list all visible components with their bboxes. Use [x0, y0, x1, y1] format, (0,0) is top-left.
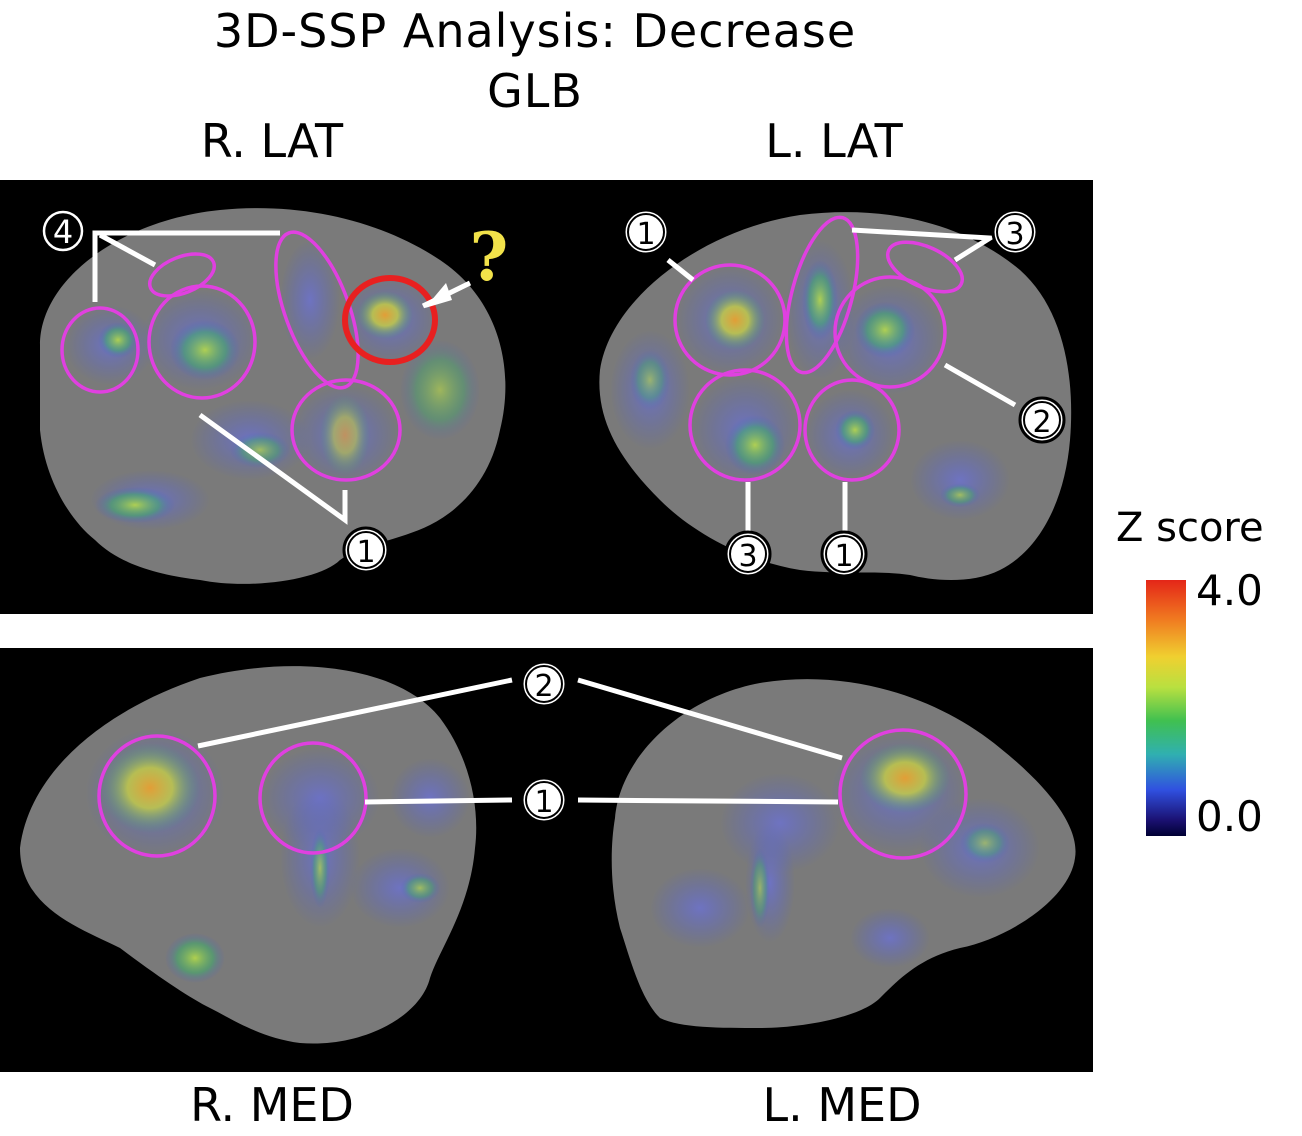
l-med-roi-a	[838, 728, 968, 860]
medial-leader-lines	[197, 677, 843, 805]
label-r-lat: R. LAT	[200, 114, 344, 168]
svg-text:1: 1	[356, 535, 375, 570]
svg-text:2: 2	[1032, 405, 1051, 440]
r-lat-roi-c	[148, 252, 216, 298]
colorbar-max-label: 4.0	[1196, 566, 1263, 615]
r-med-roi-b	[258, 741, 368, 855]
l-med-brain	[611, 679, 1076, 1028]
marker-med-1: 1	[520, 776, 568, 824]
svg-text:4: 4	[53, 213, 73, 251]
r-med-brain	[20, 666, 477, 1044]
l-lat-roi-a	[673, 263, 787, 377]
svg-text:1: 1	[636, 217, 655, 252]
svg-text:3: 3	[1005, 217, 1024, 252]
marker-l-lat-3-bottom: 3	[724, 530, 772, 578]
arrow-head	[425, 283, 452, 308]
marker-l-lat-3-top: 3	[991, 208, 1039, 256]
label-l-lat: L. LAT	[765, 114, 903, 168]
colorbar-min-label: 0.0	[1196, 792, 1263, 841]
l-lat-roi-e	[688, 368, 802, 482]
r-lat-roi-a	[60, 306, 140, 394]
label-l-med: L. MED	[762, 1078, 922, 1132]
svg-text:3: 3	[738, 539, 757, 574]
medial-markers: 2 1	[520, 660, 568, 824]
l-lat-roi-f	[803, 378, 901, 482]
figure-subtitle: GLB	[487, 64, 583, 118]
lateral-markers: 4 1 ? 1 3 2	[42, 208, 1066, 578]
svg-text:2: 2	[534, 669, 553, 704]
marker-r-lat-1: 1	[342, 526, 390, 574]
colorbar-title: Z score	[1116, 505, 1264, 551]
r-lat-highlight-circle	[342, 275, 438, 365]
lateral-leader-lines	[92, 227, 1017, 532]
l-lat-roi-d	[886, 240, 964, 294]
r-lat-roi-d	[274, 230, 360, 390]
marker-med-2: 2	[520, 660, 568, 708]
lateral-views-panel: 4 1 ? 1 3 2	[0, 180, 1093, 614]
r-lat-roi-e	[290, 378, 402, 482]
lateral-views-image: 4 1 ? 1 3 2	[40, 208, 1072, 584]
marker-l-lat-1-bottom: 1	[820, 530, 868, 578]
svg-text:1: 1	[534, 785, 553, 820]
svg-text:1: 1	[834, 539, 853, 574]
r-lat-brain	[40, 208, 506, 584]
medial-views-image: 2 1	[20, 660, 1076, 1044]
r-lat-rois	[60, 230, 438, 482]
r-med-roi-a	[97, 734, 217, 858]
marker-r-lat-4: 4	[42, 210, 84, 252]
medial-rois	[97, 728, 968, 860]
l-lat-roi-b	[784, 215, 860, 375]
l-lat-brain	[599, 212, 1072, 580]
l-lat-rois	[673, 215, 964, 482]
medial-views-panel: 2 1	[0, 648, 1093, 1072]
l-lat-roi-c	[833, 275, 947, 389]
colorbar	[1146, 580, 1186, 836]
question-mark: ?	[470, 218, 509, 296]
figure-title: 3D-SSP Analysis: Decrease	[213, 4, 857, 58]
label-r-med: R. MED	[190, 1078, 354, 1132]
marker-l-lat-1-top: 1	[622, 208, 670, 256]
marker-l-lat-2: 2	[1018, 396, 1066, 444]
